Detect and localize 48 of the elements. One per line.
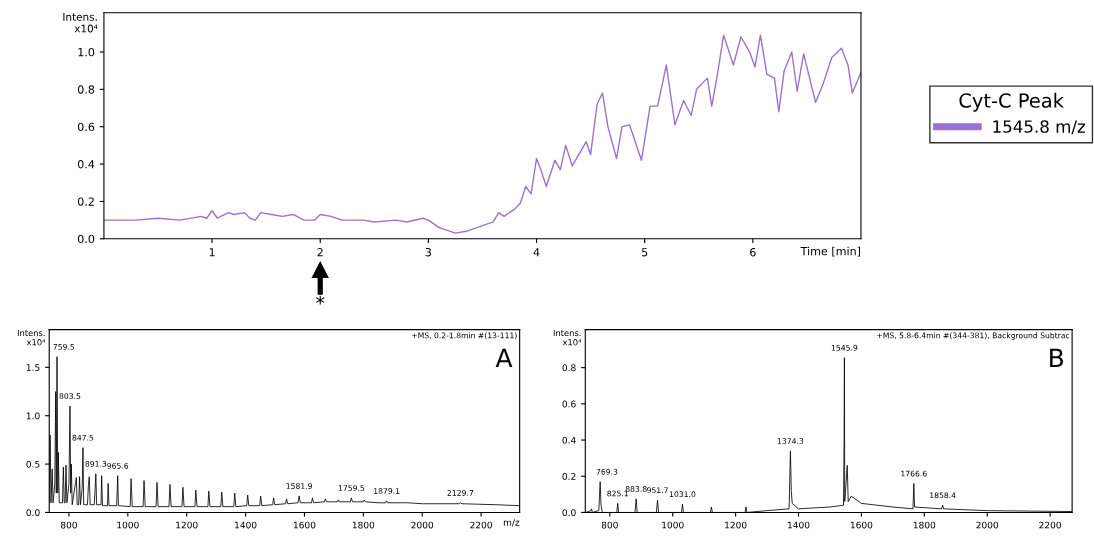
legend-title: Cyt-C Peak xyxy=(959,92,1064,112)
x-axis-title: m/z xyxy=(503,519,520,527)
x-tick-label: 2000 xyxy=(976,521,999,529)
y-axis-title: Intens. x10⁴ xyxy=(17,329,46,346)
legend-label: 1545.8 m/z xyxy=(993,120,1086,135)
x-tick-label: 1200 xyxy=(725,521,747,529)
annotation: A xyxy=(495,348,513,367)
y-tick-label: 0.5 xyxy=(26,460,40,468)
x-tick-label: 1000 xyxy=(662,521,684,529)
y-tick-label: 0.2 xyxy=(77,197,94,206)
x-tick-label: 1800 xyxy=(913,521,936,529)
annotation: B xyxy=(1050,348,1064,367)
x-tick-label: 2200 xyxy=(1039,521,1061,529)
x-tick-label: 5 xyxy=(642,248,648,257)
text: * xyxy=(315,295,325,305)
line-series xyxy=(103,34,861,234)
y-tick-label: 1.0 xyxy=(26,412,40,420)
y-tick-label: 1.0 xyxy=(78,47,95,57)
x-tick-label: 800 xyxy=(601,521,618,529)
x-tick-label: 1400 xyxy=(235,521,257,529)
x-tick-label: 1000 xyxy=(117,521,139,529)
y-tick-label: 0.6 xyxy=(562,400,576,408)
y-tick-label: 0.0 xyxy=(562,509,576,517)
x-tick-label: 1800 xyxy=(352,521,375,529)
x-tick-label: 4 xyxy=(533,248,540,257)
y-tick-label: 0.8 xyxy=(77,85,95,94)
y-axis-title: Intens. x10⁴ xyxy=(63,13,98,33)
x-tick-label: 1600 xyxy=(850,521,873,529)
x-tick-label: 3 xyxy=(425,248,432,257)
y-tick-label: 1.5 xyxy=(26,364,40,371)
x-tick-label: 2 xyxy=(317,248,323,257)
x-tick-label: 2200 xyxy=(470,521,492,529)
y-tick-label: 0.0 xyxy=(26,509,40,517)
y-tick-label: 0.4 xyxy=(562,436,576,444)
y-tick-label: 0.4 xyxy=(77,160,95,169)
x-tick-label: 1600 xyxy=(293,521,316,529)
x-tick-label: 800 xyxy=(60,521,77,529)
y-tick-label: 0.6 xyxy=(77,122,95,132)
y-tick-label: 0.8 xyxy=(562,364,576,372)
x-tick-label: 1400 xyxy=(788,521,810,529)
y-tick-label: 0.0 xyxy=(77,234,95,244)
y-axis-title: Intens. x10⁴ xyxy=(553,329,582,346)
x-tick-label: 1200 xyxy=(176,521,198,529)
x-axis-title: Time [min] xyxy=(800,246,861,257)
x-tick-label: 2000 xyxy=(411,521,434,529)
y-tick-label: 0.2 xyxy=(562,472,576,480)
x-tick-label: 1 xyxy=(209,248,215,257)
x-tick-label: 6 xyxy=(750,248,756,257)
